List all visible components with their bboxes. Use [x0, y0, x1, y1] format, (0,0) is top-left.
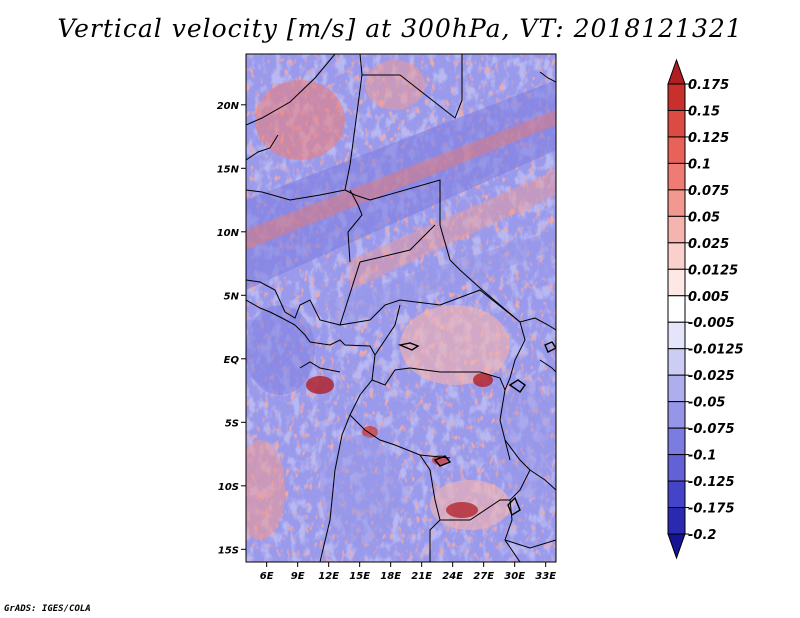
colorbar-swatch	[667, 136, 686, 164]
colorbar-swatch	[667, 507, 686, 535]
colorbar-swatch	[667, 480, 686, 509]
plot-frame	[245, 53, 557, 563]
colorbar-swatch	[667, 268, 686, 297]
lat-tick-label: 5N	[224, 291, 240, 302]
colorbar-label: -0.05	[688, 396, 725, 411]
colorbar-label: 0.05	[688, 210, 720, 225]
colorbar-swatch	[667, 242, 686, 270]
colorbar-swatch	[667, 295, 686, 323]
colorbar-label: 0.1	[688, 157, 711, 172]
lon-tick-label: 33E	[535, 571, 556, 582]
lon-tick-label: 6E	[260, 571, 274, 582]
map-title: Vertical velocity [m/s] at 300hPa, VT: 2…	[57, 14, 743, 43]
colorbar-label: -0.025	[688, 369, 735, 384]
colorbar-swatch	[667, 401, 686, 429]
colorbar-swatch	[667, 454, 686, 482]
grads-credit: GrADS: IGES/COLA	[4, 604, 91, 614]
colorbar-label: 0.175	[688, 78, 729, 93]
colorbar-label: 0.15	[688, 104, 720, 119]
colorbar-label: -0.1	[688, 449, 716, 464]
colorbar-label: -0.2	[688, 528, 716, 543]
colorbar-label: -0.0125	[688, 343, 744, 358]
lat-tick-label: 20N	[217, 101, 240, 112]
lon-tick-label: 12E	[318, 571, 339, 582]
colorbar-swatch	[667, 109, 686, 138]
colorbar-swatch	[667, 215, 686, 244]
colorbar-swatch	[667, 189, 686, 217]
colorbar-label: 0.0125	[688, 263, 738, 278]
colorbar-label: -0.175	[688, 502, 735, 517]
colorbar-label: 0.125	[688, 131, 729, 146]
lat-tick-label: 10S	[218, 482, 239, 493]
colorbar-label: 0.005	[688, 290, 729, 305]
lon-tick-label: 24E	[442, 571, 463, 582]
colorbar-swatch	[667, 348, 686, 376]
colorbar-label: -0.125	[688, 475, 735, 490]
colorbar-swatch	[667, 162, 686, 191]
colorbar-swatch	[667, 374, 686, 403]
latitude-axis: 20N 15N 10N 5N EQ 5S 10S 15S	[217, 101, 246, 556]
lon-tick-label: 27E	[473, 571, 494, 582]
colorbar: 0.175 0.15 0.125 0.1 0.075 0.05 0.025 0.0125 0.0…	[667, 58, 744, 560]
lat-tick-label: 5S	[225, 418, 239, 429]
lat-tick-label: EQ	[224, 355, 240, 366]
colorbar-label: -0.005	[688, 316, 735, 331]
colorbar-bottom-arrow	[667, 533, 686, 560]
colorbar-label: -0.075	[688, 422, 735, 437]
colorbar-top-arrow	[667, 58, 686, 85]
colorbar-label: 0.025	[688, 237, 729, 252]
lon-tick-label: 30E	[504, 571, 525, 582]
lat-tick-label: 10N	[217, 228, 240, 239]
lon-tick-label: 15E	[349, 571, 370, 582]
lat-tick-label: 15N	[217, 164, 240, 175]
lat-tick-label: 15S	[218, 545, 239, 556]
lon-tick-label: 9E	[291, 571, 305, 582]
colorbar-swatch	[667, 427, 686, 456]
lon-tick-label: 18E	[380, 571, 401, 582]
colorbar-label: 0.075	[688, 184, 729, 199]
longitude-axis: 6E 9E 12E 15E 18E 21E 24E 27E 30E 33E	[260, 562, 556, 582]
vertical-velocity-field	[246, 54, 556, 562]
lon-tick-label: 21E	[411, 571, 432, 582]
colorbar-swatch	[667, 83, 686, 111]
colorbar-swatch	[667, 321, 686, 350]
